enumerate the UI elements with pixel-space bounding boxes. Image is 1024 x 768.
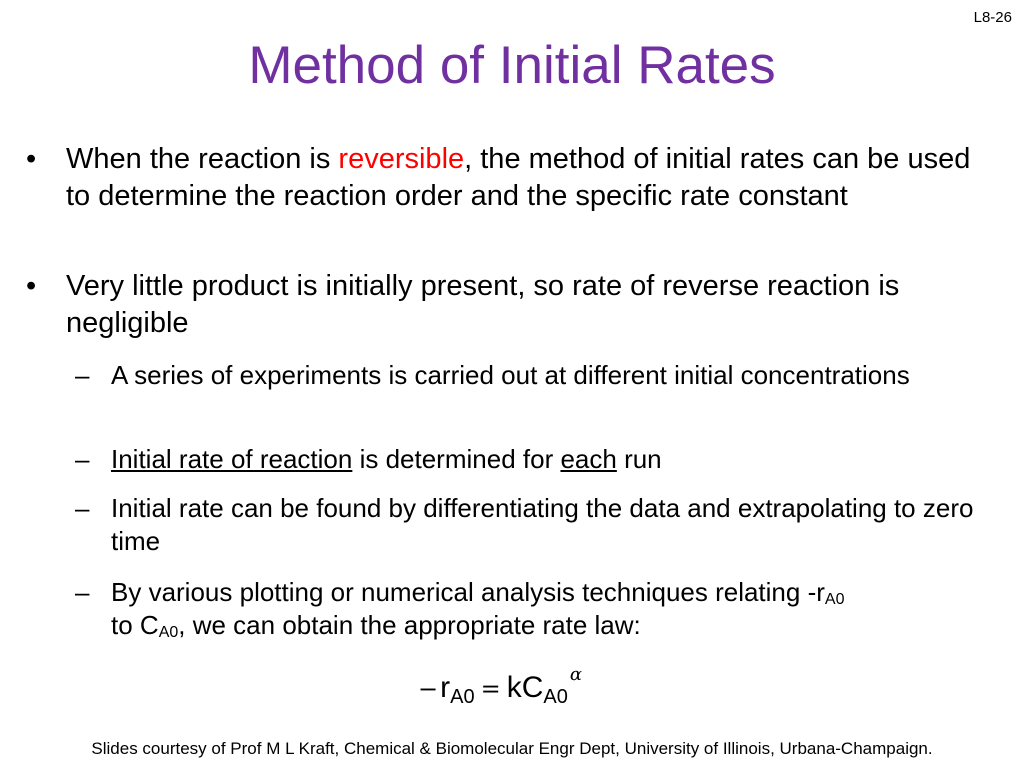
dash-marker: – <box>75 360 90 390</box>
underlined-each: each <box>560 444 617 474</box>
dash-marker: – <box>75 444 90 474</box>
slide-title: Method of Initial Rates <box>248 36 776 95</box>
bullet-text: Very little product is initially present… <box>66 270 900 339</box>
rate-law-equation: −rA0 = kCA0α <box>418 664 582 717</box>
underlined-initial-rate: Initial rate of reaction <box>111 444 353 474</box>
sub-bullet-text: , we can obtain the appropriate rate law… <box>178 610 641 640</box>
eq-minus: − <box>418 675 439 703</box>
eq-r-subscript: A0 <box>450 686 475 708</box>
sub-bullet-text: run <box>616 444 662 474</box>
subscript-a0: A0 <box>158 624 179 641</box>
bullet-text: When the reaction is <box>66 143 339 175</box>
bullet-little-product: • Very little product is initially prese… <box>26 268 986 342</box>
sub-bullet-initial-rate: – Initial rate of reaction is determined… <box>75 443 1001 476</box>
eq-c-subscript: A0 <box>543 686 568 708</box>
bullet-text: , the method of initial rates can be use… <box>66 143 971 212</box>
dash-marker: – <box>75 577 90 607</box>
eq-equals: = <box>480 675 501 703</box>
bullet-reversible: • When the reaction is reversible, the m… <box>26 141 986 215</box>
highlight-reversible: reversible <box>338 143 465 175</box>
bullet-marker: • <box>26 270 37 302</box>
sub-bullet-text: to C <box>111 610 159 640</box>
subscript-a0: A0 <box>824 591 845 608</box>
sub-bullet-text: By various plotting or numerical analysi… <box>111 577 825 607</box>
eq-r: r <box>440 671 451 704</box>
eq-exponent-alpha: α <box>569 664 582 685</box>
eq-c: C <box>521 671 544 704</box>
sub-bullet-text: A series of experiments is carried out a… <box>111 360 910 390</box>
footer-credit: Slides courtesy of Prof M L Kraft, Chemi… <box>91 739 933 758</box>
bullet-marker: • <box>26 143 37 175</box>
sub-bullet-text: Initial rate can be found by differentia… <box>111 493 974 556</box>
sub-bullet-plotting: – By various plotting or numerical analy… <box>75 576 1001 642</box>
eq-k: k <box>506 671 522 704</box>
sub-bullet-series: – A series of experiments is carried out… <box>75 359 1001 392</box>
sub-bullet-differentiating: – Initial rate can be found by different… <box>75 492 1001 558</box>
slide-number: L8-26 <box>973 9 1012 26</box>
sub-bullet-text: is determined for <box>352 444 561 474</box>
dash-marker: – <box>75 493 90 523</box>
